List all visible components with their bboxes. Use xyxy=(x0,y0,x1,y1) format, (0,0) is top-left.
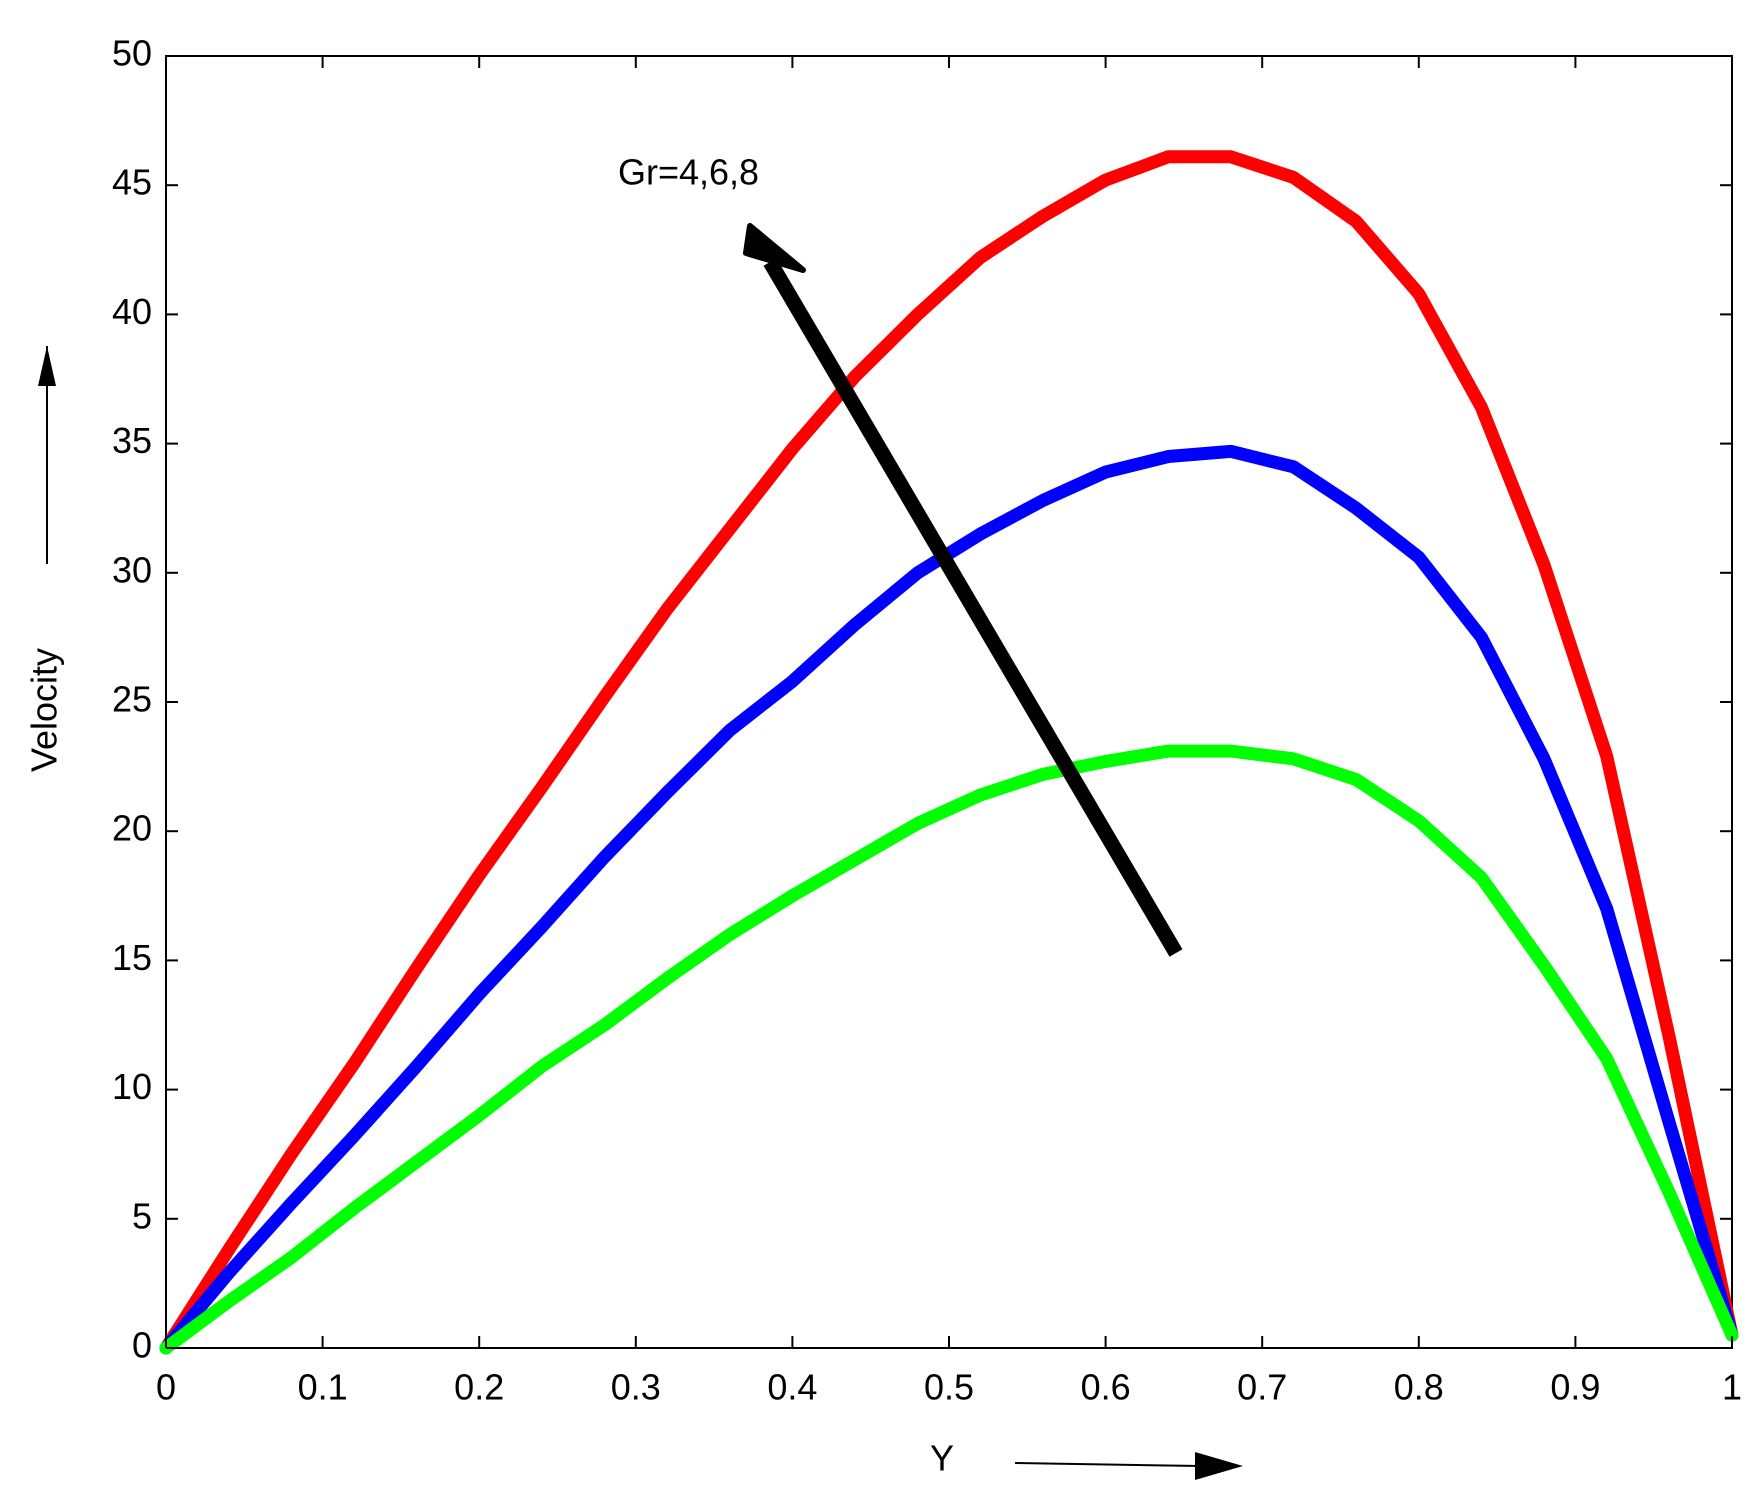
y-tick-label: 10 xyxy=(112,1066,152,1107)
y-arrow-head xyxy=(38,346,56,386)
y-tick-label: 15 xyxy=(112,937,152,978)
x-tick-label: 0.1 xyxy=(298,1367,348,1408)
x-tick-label: 0.7 xyxy=(1237,1367,1287,1408)
y-tick-label: 30 xyxy=(112,549,152,590)
y-tick-label: 35 xyxy=(112,420,152,461)
y-tick-label: 40 xyxy=(112,291,152,332)
x-tick-label: 1 xyxy=(1722,1367,1742,1408)
series-line xyxy=(159,744,1739,1355)
x-arrow-head xyxy=(1195,1452,1243,1480)
series-line xyxy=(159,150,1739,1355)
x-tick-label: 0.4 xyxy=(767,1367,817,1408)
annotation: Gr=4,6,8 xyxy=(618,152,759,193)
y-tick-label: 20 xyxy=(112,808,152,849)
x-tick-label: 0.3 xyxy=(611,1367,661,1408)
y-tick-label: 5 xyxy=(132,1195,152,1236)
x-tick-label: 0.5 xyxy=(924,1367,974,1408)
trend-arrow xyxy=(763,258,1183,957)
plot-area xyxy=(159,150,1739,1355)
x-tick-label: 0 xyxy=(156,1367,176,1408)
y-tick-label: 45 xyxy=(112,162,152,203)
plot-frame xyxy=(165,55,1733,1349)
x-tick-label: 0.8 xyxy=(1394,1367,1444,1408)
trend-arrow-head xyxy=(743,223,806,273)
x-arrow-line xyxy=(1014,1462,1201,1467)
x-tick-label: 0.2 xyxy=(454,1367,504,1408)
y-tick-label: 25 xyxy=(112,679,152,720)
x-tick-label: 0.6 xyxy=(1081,1367,1131,1408)
y-axis-label: Velocity xyxy=(24,648,65,772)
y-tick-label: 50 xyxy=(112,33,152,74)
x-tick-label: 0.9 xyxy=(1550,1367,1600,1408)
x-axis-label: Y xyxy=(930,1438,954,1479)
y-tick-label: 0 xyxy=(132,1325,152,1366)
